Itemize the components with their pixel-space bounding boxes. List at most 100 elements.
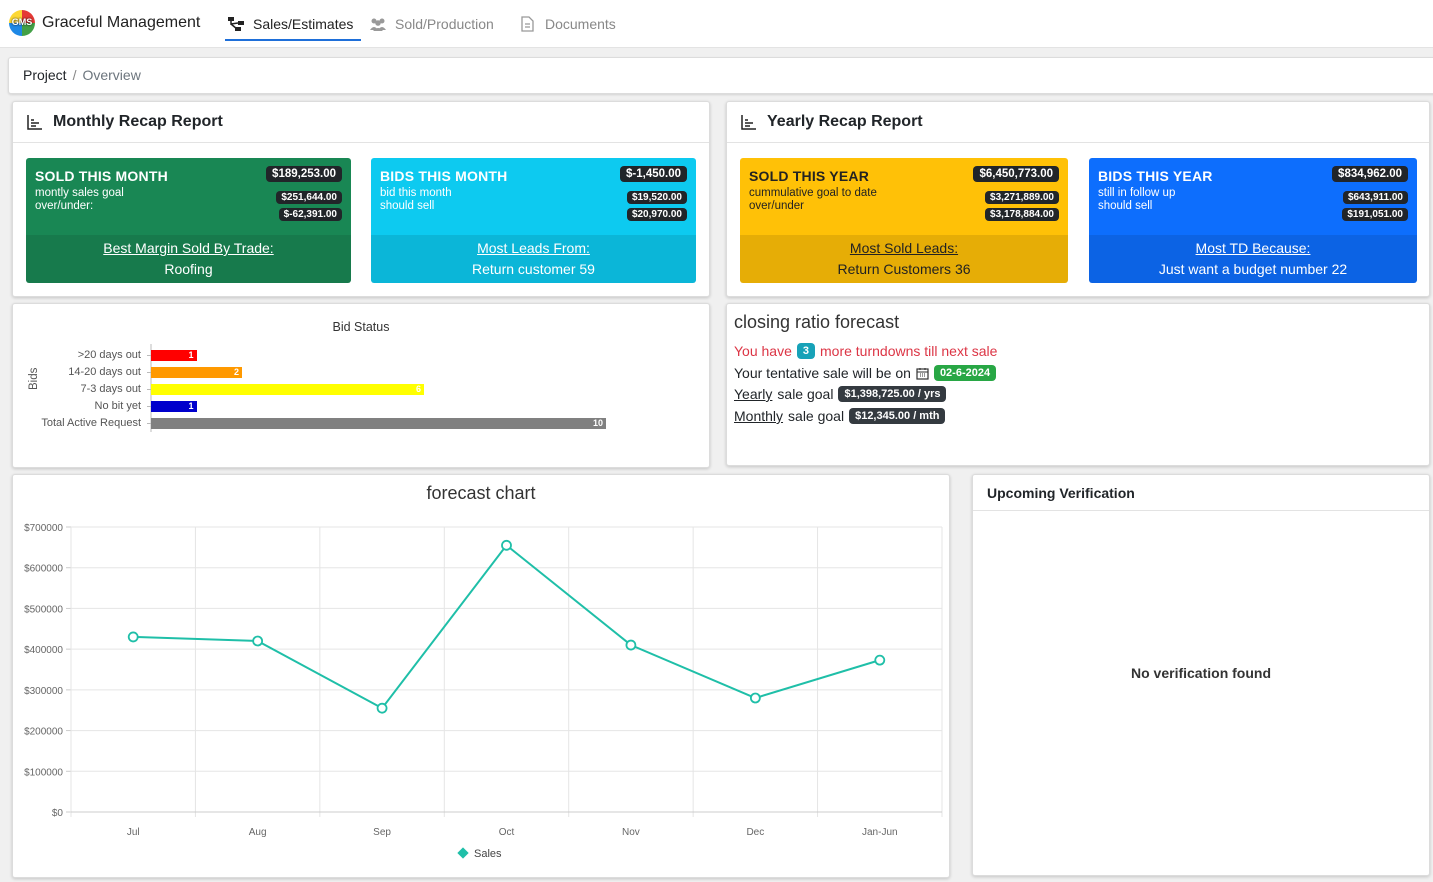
data-point (376, 702, 388, 714)
sold-this-month-box: SOLD THIS MONTH $189,253.00 montly sales… (26, 158, 351, 283)
top-navbar: GMS Graceful Management Sales/Estimates … (0, 0, 1433, 48)
monthly-recap-header: Monthly Recap Report (13, 102, 709, 143)
bid-status-bar[interactable]: 2 (151, 367, 242, 378)
stat-value-badge: $20,970.00 (626, 208, 687, 221)
stat-title: SOLD THIS MONTH (35, 168, 168, 184)
bid-status-card: Bid Status Bids >20 days out 1 14-20 days … (12, 303, 710, 468)
sitemap-icon (228, 17, 244, 31)
stat-footer-link[interactable]: Best Margin Sold By Trade: (103, 240, 274, 256)
y-tick-label: $0 (52, 808, 64, 819)
stat-value-badge: $3,271,889.00 (985, 191, 1059, 204)
upcoming-verification-card: Upcoming Verification No verification fo… (972, 474, 1430, 876)
stat-footer-value: Return Customers 36 (837, 261, 971, 277)
stat-amount-badge: $834,962.00 (1332, 166, 1408, 182)
bid-status-bar[interactable]: 10 (151, 418, 606, 429)
bid-status-value: 1 (188, 401, 194, 411)
y-tick-label: $700000 (24, 523, 63, 534)
tab-sales-estimates[interactable]: Sales/Estimates (224, 14, 362, 41)
tab-label: Documents (545, 16, 616, 32)
closing-ratio-title: closing ratio forecast (734, 312, 900, 332)
data-point (749, 692, 761, 704)
tab-sold-production[interactable]: Sold/Production (369, 14, 494, 34)
stat-amount-badge: $6,450,773.00 (973, 166, 1059, 182)
data-point (874, 654, 886, 666)
stat-value-badge: $19,520.00 (626, 191, 687, 204)
bid-status-label: No bit yet (94, 400, 141, 412)
y-tick-label: $200000 (24, 727, 63, 738)
stat-line: over/under: (35, 200, 94, 212)
legend-label: Sales (474, 848, 502, 860)
closing-ratio-card: closing ratio forecast You have 3 more t… (726, 303, 1430, 466)
more-turndowns-text: more turndowns till next sale (820, 343, 998, 359)
bid-status-bar[interactable]: 1 (151, 401, 197, 412)
tab-label: Sold/Production (395, 16, 494, 32)
yearly-goal-text: sale goal (777, 386, 834, 402)
bar-chart-icon (27, 115, 42, 130)
y-tick-label: $300000 (24, 686, 63, 697)
yearly-recap-header: Yearly Recap Report (727, 102, 1429, 143)
stat-footer-link[interactable]: Most Sold Leads: (849, 240, 959, 256)
stat-line: should sell (1098, 200, 1153, 212)
stat-value-badge: $191,051.00 (1342, 208, 1408, 221)
stat-line: should sell (380, 200, 435, 212)
bid-status-label: >20 days out (77, 349, 141, 361)
stat-footer-value: Return customer 59 (472, 261, 595, 277)
data-point (625, 639, 637, 651)
x-tick-label: Jan-Jun (862, 827, 898, 838)
y-tick-label: $500000 (24, 604, 63, 615)
bid-status-bar[interactable]: 1 (151, 350, 197, 361)
data-point (127, 631, 139, 643)
document-icon (521, 16, 534, 32)
bid-status-value: 6 (415, 384, 421, 394)
tentative-sale-line: Your tentative sale will be on 02-6-2024 (734, 365, 997, 381)
you-have-text: You have (734, 343, 792, 359)
monthly-goal-line: Monthly sale goal $12,345.00 / mth (734, 408, 946, 424)
x-tick-label: Oct (499, 827, 515, 838)
stat-line: over/under (749, 200, 804, 212)
monthly-recap-card: Monthly Recap Report SOLD THIS MONTH $18… (12, 101, 710, 297)
x-tick-label: Jul (127, 827, 140, 838)
x-tick-label: Dec (746, 827, 764, 838)
bid-status-value: 10 (592, 418, 603, 428)
sold-this-year-box: SOLD THIS YEAR $6,450,773.00 cummulative… (740, 158, 1068, 283)
stat-line: still in follow up (1098, 187, 1176, 199)
stat-amount-badge: $189,253.00 (266, 166, 342, 182)
stat-line: cummulative goal to date (749, 187, 877, 199)
forecast-chart-title: forecast chart (426, 483, 536, 503)
stat-footer-link[interactable]: Most Leads From: (477, 240, 590, 256)
gms-logo[interactable]: GMS (9, 10, 35, 36)
stat-title: BIDS THIS YEAR (1098, 168, 1213, 184)
monthly-link[interactable]: Monthly (734, 408, 784, 424)
stat-value-badge: $251,644.00 (276, 191, 342, 204)
tab-documents[interactable]: Documents (519, 14, 616, 34)
breadcrumb-project[interactable]: Project (23, 67, 67, 83)
legend-marker (457, 847, 469, 859)
turndowns-line: You have 3 more turndowns till next sale (734, 343, 997, 359)
yearly-link[interactable]: Yearly (734, 386, 773, 402)
bid-status-value: 2 (233, 367, 239, 377)
bid-status-bar[interactable]: 6 (151, 384, 424, 395)
bid-status-label: 7-3 days out (80, 383, 141, 395)
stat-footer-link[interactable]: Most TD Because: (1195, 240, 1311, 256)
y-tick-label: $400000 (24, 645, 63, 656)
yearly-goal-badge: $1,398,725.00 / yrs (838, 386, 947, 402)
stat-footer-value: Roofing (164, 261, 213, 277)
bids-this-year-box: BIDS THIS YEAR $834,962.00 still in foll… (1089, 158, 1417, 283)
stat-line: montly sales goal (35, 187, 124, 199)
x-tick-label: Nov (622, 827, 640, 838)
stat-amount-badge: $-1,450.00 (620, 166, 687, 182)
calendar-icon (916, 367, 929, 380)
stat-value-badge: $3,178,884.00 (985, 208, 1059, 221)
y-tick-label: $100000 (24, 767, 63, 778)
turndowns-badge: 3 (796, 343, 815, 359)
breadcrumb-bar: Project / Overview (8, 57, 1433, 94)
bar-chart-icon (741, 115, 756, 130)
brand-name[interactable]: Graceful Management (42, 14, 201, 31)
x-tick-label: Aug (249, 827, 267, 838)
tab-label: Sales/Estimates (253, 16, 354, 32)
y-tick-label: $600000 (24, 564, 63, 575)
yearly-recap-card: Yearly Recap Report SOLD THIS YEAR $6,45… (726, 101, 1430, 297)
monthly-goal-badge: $12,345.00 / mth (849, 408, 946, 424)
stat-value-badge: $643,911.00 (1342, 191, 1408, 204)
stat-title: BIDS THIS MONTH (380, 168, 508, 184)
